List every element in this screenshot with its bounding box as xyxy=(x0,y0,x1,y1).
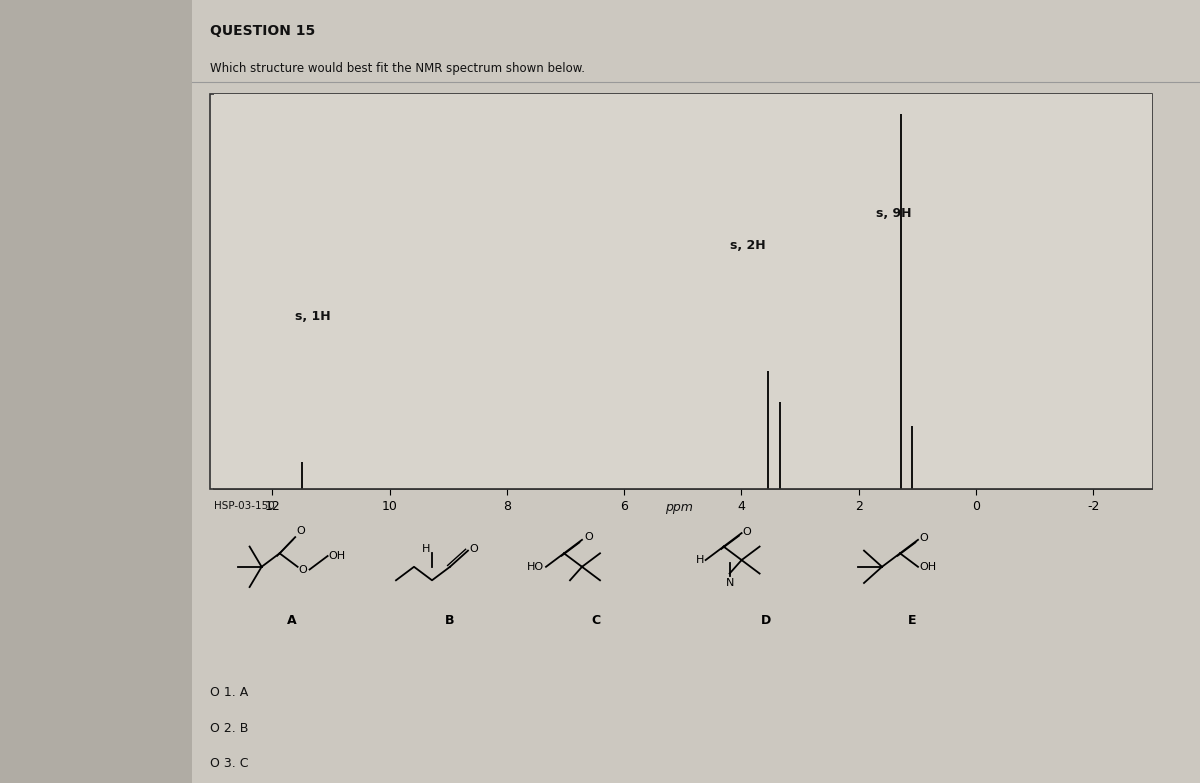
Text: O: O xyxy=(919,533,928,543)
Text: B: B xyxy=(445,614,455,627)
Text: Which structure would best fit the NMR spectrum shown below.: Which structure would best fit the NMR s… xyxy=(210,63,586,75)
Text: A: A xyxy=(287,614,296,627)
Text: O 1. A: O 1. A xyxy=(210,687,248,699)
Text: O: O xyxy=(296,526,305,536)
Text: HO: HO xyxy=(527,562,544,572)
Text: C: C xyxy=(592,614,601,627)
Text: O: O xyxy=(469,544,478,554)
Text: O 3. C: O 3. C xyxy=(210,757,248,770)
Text: O: O xyxy=(299,565,307,575)
Text: QUESTION 15: QUESTION 15 xyxy=(210,24,316,38)
Text: D: D xyxy=(761,614,770,627)
Text: H: H xyxy=(696,555,704,565)
Text: N: N xyxy=(726,578,733,588)
Text: OH: OH xyxy=(329,551,346,561)
Text: O 2. B: O 2. B xyxy=(210,722,248,734)
Text: ppm: ppm xyxy=(665,501,694,514)
Text: s, 1H: s, 1H xyxy=(295,310,331,323)
Text: OH: OH xyxy=(919,562,936,572)
Bar xyxy=(210,94,1152,489)
Text: HSP-03-150: HSP-03-150 xyxy=(214,501,275,511)
Bar xyxy=(0,0,192,783)
Text: s, 2H: s, 2H xyxy=(730,239,766,252)
Text: O: O xyxy=(584,532,593,542)
Text: E: E xyxy=(907,614,917,627)
Text: s, 9H: s, 9H xyxy=(876,207,912,221)
Text: O: O xyxy=(743,527,751,536)
Bar xyxy=(192,0,1200,783)
Text: H: H xyxy=(422,544,430,554)
